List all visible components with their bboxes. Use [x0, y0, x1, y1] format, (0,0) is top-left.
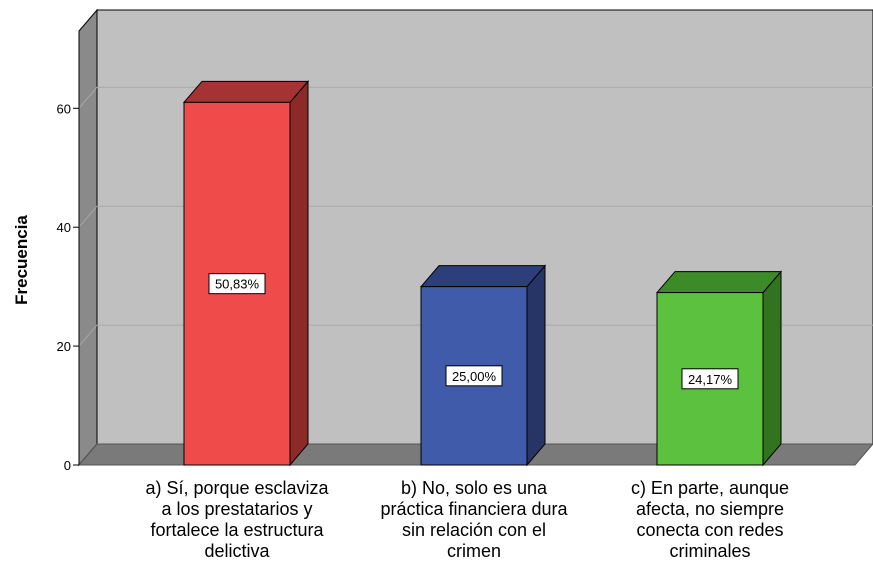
y-tick-label: 20	[57, 339, 71, 354]
data-label-box	[681, 368, 739, 390]
x-category-label-line: b) No, solo es una	[400, 478, 548, 498]
bar-top	[182, 80, 310, 103]
x-category-label: a) Sí, porque esclaviza a los prestatario…	[117, 478, 357, 562]
data-label-box	[208, 273, 266, 295]
data-label: 25,00%	[452, 369, 497, 384]
data-label: 50,83%	[215, 277, 260, 292]
bar-1: 50,83%	[182, 79, 310, 467]
gridline	[78, 205, 873, 228]
data-label: 24,17%	[688, 372, 733, 387]
x-category-label-line: a) Sí, porque esclaviza	[145, 478, 329, 498]
x-category-label-line: crimen	[446, 541, 501, 561]
gridline	[78, 86, 873, 109]
x-category-label-line: fortalece la estructura	[150, 520, 324, 540]
y-axis: 0 20 40 60	[57, 31, 80, 473]
bar-side	[762, 270, 782, 467]
x-category-label-line: c) En parte, aunque	[630, 478, 790, 498]
bars: 50,83% 25,00% 24,17%	[182, 79, 783, 467]
y-axis-title: Frecuencia	[12, 215, 31, 305]
y-axis-label: Frecuencia	[2, 140, 42, 380]
x-category-label-line: conecta con redes	[636, 520, 784, 540]
y-tick-label: 0	[64, 458, 71, 473]
y-tick-label: 60	[57, 101, 71, 116]
x-category-label-line: criminales	[669, 541, 751, 561]
bar-3: 24,17%	[655, 270, 783, 467]
bar-2: 25,00%	[419, 264, 547, 467]
bar-side	[289, 79, 309, 467]
side-wall	[78, 8, 98, 467]
bar-top	[655, 271, 783, 294]
x-category-label-line: sin relación con el	[401, 520, 547, 540]
x-category-label: c) En parte, aunque afecta, no siempre con…	[590, 478, 830, 562]
bar-side	[526, 264, 546, 467]
bar-top	[419, 265, 547, 288]
x-category-label: b) No, solo es una práctica financiera du…	[354, 478, 594, 562]
data-label-box	[445, 365, 503, 387]
gridlines	[78, 86, 873, 347]
x-category-label-line: delictiva	[204, 541, 270, 561]
x-category-label-line: a los prestatarios y	[161, 499, 313, 519]
x-category-label-line: afecta, no siempre	[635, 499, 785, 519]
y-tick-label: 40	[57, 220, 71, 235]
x-category-label-line: práctica financiera dura	[380, 499, 568, 519]
gridline	[78, 324, 873, 347]
